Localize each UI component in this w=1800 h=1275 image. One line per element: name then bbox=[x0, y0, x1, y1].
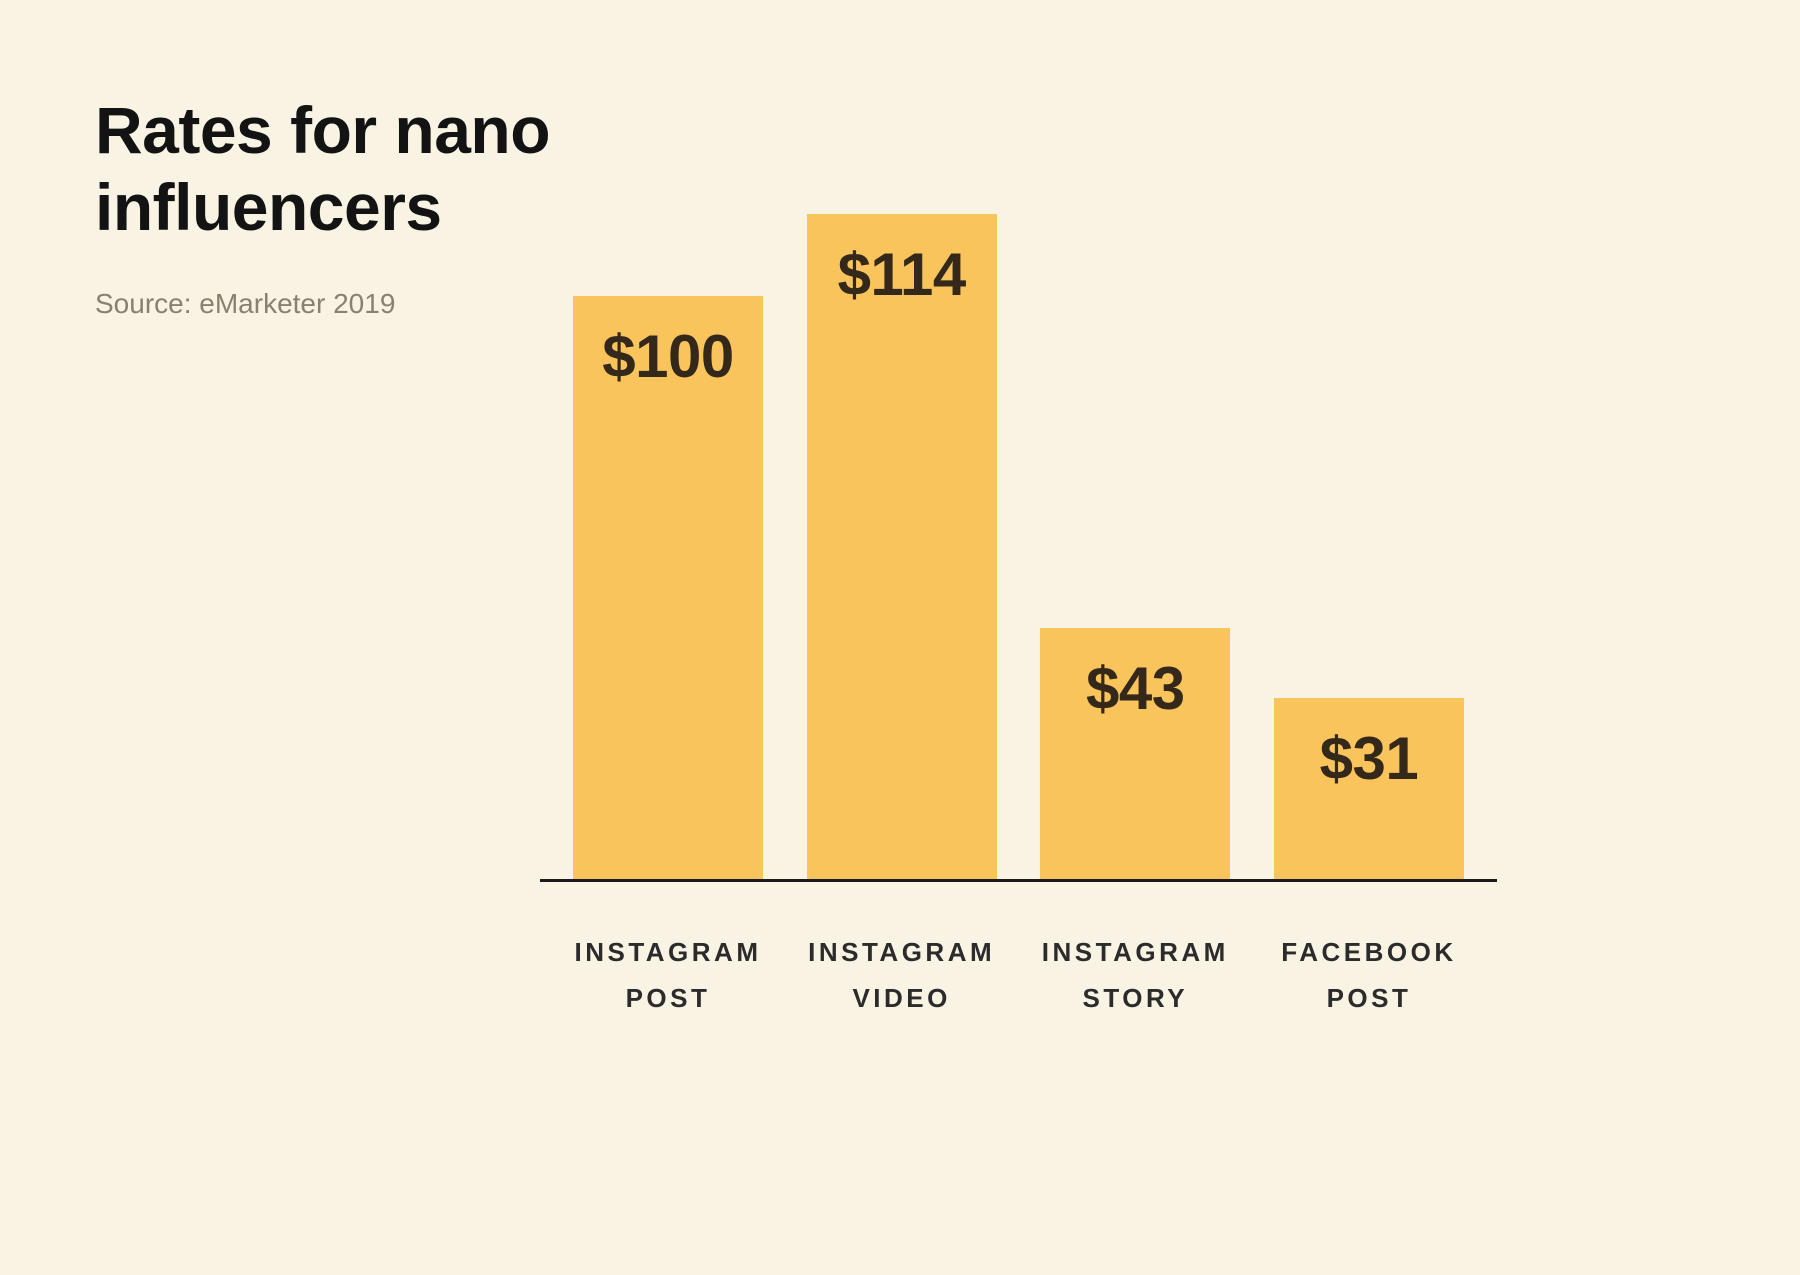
bar-instagram-story: $43 bbox=[1040, 628, 1231, 879]
bar-value-label: $31 bbox=[1319, 725, 1419, 792]
category-label-line: POST bbox=[1326, 982, 1412, 1013]
chart-title: Rates for nano influencers bbox=[95, 93, 551, 245]
category-label-line: VIDEO bbox=[852, 982, 951, 1013]
bar-value-label: $43 bbox=[1086, 655, 1185, 722]
category-label-line: INSTAGRAM bbox=[574, 937, 762, 967]
category-label-instagram-story: INSTAGRAM STORY bbox=[1040, 930, 1230, 1021]
bar-value-label: $100 bbox=[602, 323, 734, 390]
category-label-line: POST bbox=[625, 982, 711, 1013]
category-label-line: INSTAGRAM bbox=[1041, 937, 1229, 967]
category-label-instagram-video: INSTAGRAM VIDEO bbox=[807, 930, 997, 1021]
category-label-line: INSTAGRAM bbox=[808, 937, 996, 967]
bar-value-label: $114 bbox=[837, 241, 967, 308]
bar-chart: $100 $114 $43 $31 INSTAGRAM POST INSTAGRAM VID… bbox=[540, 214, 1497, 1021]
category-label-instagram-post: INSTAGRAM POST bbox=[573, 930, 763, 1021]
source-note: Source: eMarketer 2019 bbox=[95, 288, 396, 320]
category-label-line: STORY bbox=[1082, 982, 1189, 1013]
bars-area: $100 $114 $43 $31 bbox=[540, 214, 1497, 879]
category-label-line: FACEBOOK bbox=[1281, 937, 1457, 967]
category-label-facebook-post: FACEBOOK POST bbox=[1274, 930, 1464, 1021]
bar-instagram-post: $100 bbox=[573, 296, 763, 879]
chart-header: Rates for nano influencers Source: eMark… bbox=[95, 92, 615, 320]
x-axis-labels: INSTAGRAM POST INSTAGRAM VIDEO INSTAGRAM STOR… bbox=[540, 930, 1497, 1021]
x-axis-line bbox=[540, 879, 1497, 882]
bar-instagram-video: $114 bbox=[806, 214, 997, 879]
bar-facebook-post: $31 bbox=[1273, 698, 1464, 879]
